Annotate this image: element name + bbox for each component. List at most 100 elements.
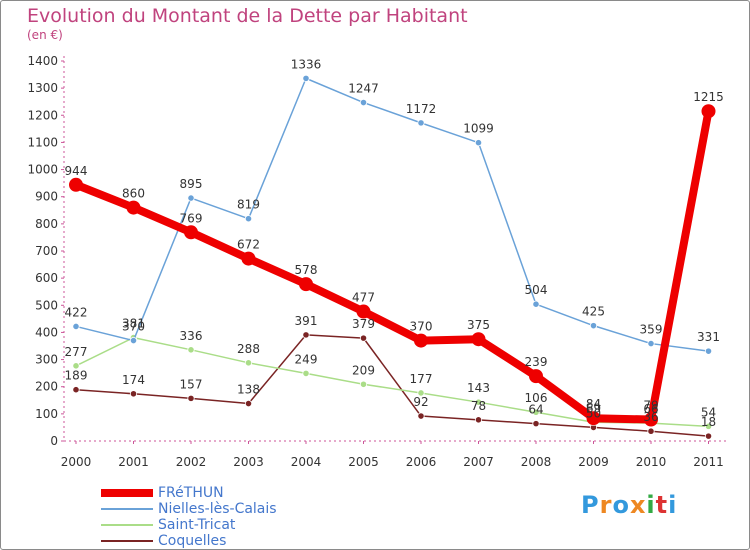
legend-swatch <box>101 489 153 497</box>
data-label: 249 <box>295 352 318 366</box>
data-point <box>187 346 195 354</box>
x-tick-label: 2008 <box>521 455 552 469</box>
data-point <box>299 277 313 292</box>
data-label: 578 <box>295 263 318 277</box>
data-point <box>184 225 198 240</box>
x-tick-label: 2000 <box>61 455 92 469</box>
data-labels-layer: 944 860 769 672 578 477 370 375 239 84 79 1215 422 37… <box>65 57 724 429</box>
legend-swatch <box>101 524 153 526</box>
x-tick-label: 2003 <box>233 455 264 469</box>
y-tick-label: 1100 <box>27 135 58 149</box>
series-line-1 <box>75 77 710 352</box>
data-point <box>474 398 483 406</box>
data-label: 375 <box>467 318 490 332</box>
data-point <box>701 104 716 119</box>
data-point <box>647 339 655 348</box>
y-tick-label: 900 <box>35 190 58 204</box>
data-point <box>644 412 658 427</box>
data-point <box>532 420 540 428</box>
y-tick-label: 400 <box>35 325 58 339</box>
data-label: 381 <box>122 317 145 331</box>
data-point <box>704 347 713 355</box>
data-label: 331 <box>697 330 720 344</box>
data-label: 66 <box>643 402 658 416</box>
data-point <box>72 386 80 394</box>
y-tick-label: 800 <box>35 217 58 231</box>
y-tick-label: 1400 <box>27 54 58 68</box>
data-label: 504 <box>525 283 548 297</box>
data-label: 1099 <box>463 122 494 136</box>
data-point <box>187 194 195 202</box>
data-label: 239 <box>525 355 548 369</box>
y-tick-label: 600 <box>35 271 58 285</box>
data-label: 1172 <box>406 102 437 116</box>
data-label: 370 <box>410 320 433 334</box>
data-point <box>532 300 540 308</box>
data-label: 92 <box>413 395 428 409</box>
proxiti-logo: Proxiti <box>581 491 677 519</box>
data-label: 425 <box>582 305 605 319</box>
x-tick-label: 2004 <box>291 455 322 469</box>
logo-letter: r <box>599 491 613 519</box>
series-line-3 <box>75 334 710 437</box>
data-label: 78 <box>471 399 486 413</box>
data-label: 189 <box>65 369 88 383</box>
data-label: 64 <box>528 403 543 417</box>
data-label: 79 <box>643 399 658 413</box>
data-label: 477 <box>352 291 375 305</box>
logo-letter: t <box>655 491 669 519</box>
data-label: 379 <box>352 317 375 331</box>
x-tick-label: 2007 <box>463 455 494 469</box>
x-tick-label: 2010 <box>636 455 667 469</box>
data-label: 1247 <box>348 82 379 96</box>
data-label: 18 <box>701 415 716 429</box>
data-label: 174 <box>122 373 145 387</box>
data-label: 860 <box>122 187 145 201</box>
data-point <box>474 139 483 147</box>
data-point <box>244 359 253 367</box>
data-point <box>471 332 486 347</box>
data-point <box>647 427 655 435</box>
data-label: 819 <box>237 198 260 212</box>
y-tick-label: 1000 <box>27 163 58 177</box>
data-label: 277 <box>65 345 88 359</box>
data-point <box>414 333 428 348</box>
chart-title: Evolution du Montant de la Dette par Hab… <box>27 5 468 27</box>
data-point <box>241 251 256 266</box>
data-point <box>417 412 425 420</box>
x-tick-label: 2001 <box>118 455 149 469</box>
data-point <box>359 380 368 388</box>
logo-letter: i <box>668 491 678 519</box>
legend-swatch <box>101 508 153 510</box>
data-point <box>129 336 138 345</box>
data-point <box>302 331 310 339</box>
legend-label: Saint-Tricat <box>158 517 236 533</box>
data-point <box>72 362 80 370</box>
data-point <box>474 416 483 424</box>
legend-label: FRéTHUN <box>158 485 224 501</box>
chart-axes: 0 100 200 300 400 500 600 700 800 900 1000 1100 1200… <box>27 54 729 469</box>
data-point <box>302 369 310 378</box>
data-point <box>589 322 598 330</box>
data-point <box>359 334 368 342</box>
x-tick-label: 2011 <box>693 455 724 469</box>
data-label: 143 <box>467 381 490 395</box>
data-label: 106 <box>525 391 548 405</box>
data-point <box>417 389 425 397</box>
x-tick-label: 2006 <box>406 455 437 469</box>
data-label: 209 <box>352 363 375 377</box>
data-label: 359 <box>640 323 663 337</box>
logo-letter: x <box>629 491 647 519</box>
data-point <box>586 411 601 426</box>
series-line-0 <box>72 107 713 424</box>
data-point <box>356 304 371 319</box>
data-label: 54 <box>701 405 716 419</box>
data-point <box>129 390 138 398</box>
data-label: 69 <box>586 401 601 415</box>
series-layer <box>69 74 716 440</box>
legend-label: Nielles-lès-Calais <box>158 501 277 517</box>
chart-legend: FRéTHUN Nielles-lès-Calais Saint-Tricat Coq… <box>101 485 277 549</box>
data-label: 895 <box>180 177 203 191</box>
data-point <box>302 74 310 82</box>
